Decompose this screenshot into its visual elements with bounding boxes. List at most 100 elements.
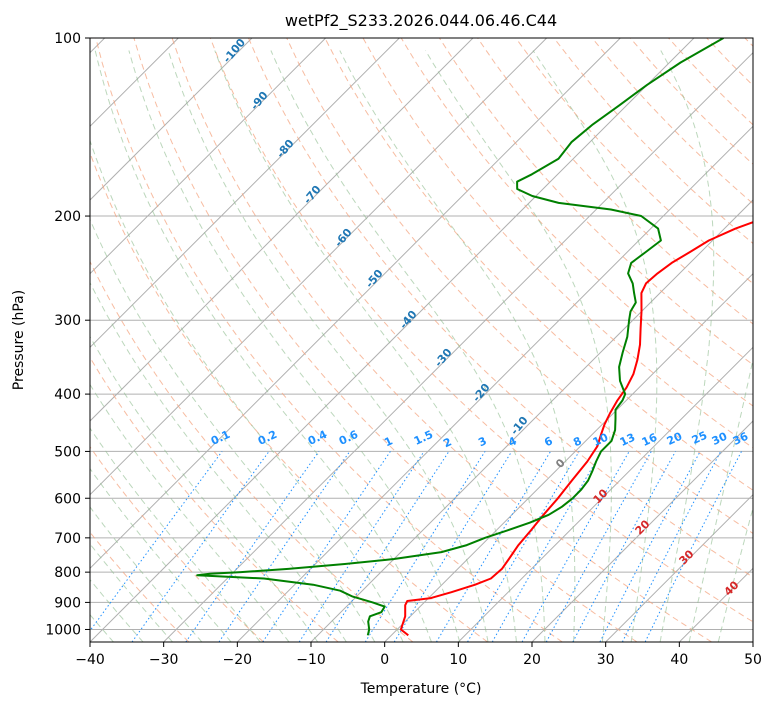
dry-adiabat-line — [171, 38, 712, 642]
mixing-ratio-label: 13 — [618, 431, 637, 449]
y-axis-label: Pressure (hPa) — [11, 290, 27, 390]
dry-adiabat-label: -20 — [470, 381, 493, 405]
background-grid — [90, 38, 753, 642]
x-axis-label: Temperature (°C) — [360, 681, 482, 697]
y-tick-label: 1000 — [45, 622, 81, 638]
dry-adiabat-line — [95, 38, 563, 642]
moist-adiabat-label: 0 — [553, 456, 568, 471]
dry-adiabat-label: -60 — [332, 226, 355, 250]
y-tick-label: 800 — [54, 565, 81, 581]
mixing-ratio-line — [545, 451, 652, 642]
x-tick-label: −10 — [296, 652, 326, 668]
y-tick-label: 500 — [54, 444, 81, 460]
mixing-ratio-line — [621, 451, 722, 642]
moist-adiabat-line — [167, 50, 489, 642]
mixing-ratio-label: 0.2 — [256, 428, 279, 448]
x-axis: −40 −30 −20 −10 0 10 20 30 40 50 — [75, 642, 762, 668]
y-tick-label: 400 — [54, 387, 81, 403]
dry-adiabat-line — [324, 38, 753, 491]
moist-adiabat-line — [90, 139, 404, 642]
mixing-ratio-label: 8 — [571, 434, 583, 449]
plot-frame — [89, 37, 754, 643]
isotherm-line — [90, 38, 621, 570]
isotherm-line — [163, 51, 753, 642]
mixing-ratio-label: 36 — [731, 430, 751, 448]
dry-adiabat-label: -10 — [508, 414, 531, 438]
isotherm-line — [90, 38, 548, 496]
dry-adiabat-line — [515, 38, 753, 285]
isotherm-line — [605, 493, 753, 642]
dry-adiabat-label: -50 — [363, 267, 386, 291]
mixing-ratio-line — [262, 451, 391, 642]
mixing-ratio-line — [599, 451, 701, 642]
moist-adiabat-label: 10 — [591, 486, 611, 506]
dry-adiabat-line — [744, 38, 753, 47]
y-axis: 100 200 300 400 500 600 700 800 900 1000 — [45, 31, 90, 638]
x-tick-label: 40 — [670, 652, 688, 668]
isotherm-line — [678, 567, 753, 642]
moist-adiabat-line — [688, 356, 753, 642]
moist-adiabat-label: 40 — [722, 578, 742, 598]
mixing-ratio-label: 30 — [710, 430, 730, 448]
mixing-ratio-label: 25 — [690, 429, 709, 447]
mixing-ratio-line — [218, 451, 351, 642]
moist-adiabat-line — [270, 50, 546, 642]
x-tick-label: −40 — [75, 652, 105, 668]
mixing-ratio-label: 1 — [382, 434, 394, 449]
mixing-ratio-line — [393, 451, 513, 642]
dry-adiabat-label: -100 — [220, 36, 248, 66]
dry-adiabat-label: -30 — [432, 346, 455, 370]
line-labels: -100-90-80-70-60-50-40-30-20-100.1 0.2 0.4… — [209, 36, 751, 599]
mixing-ratio-line — [572, 451, 676, 642]
moist-adiabat-label: 30 — [677, 547, 697, 567]
moist-adiabat-line — [90, 467, 232, 642]
mixing-ratio-line — [644, 451, 742, 642]
dry-adiabat-line — [133, 38, 638, 642]
dry-adiabat-line — [90, 531, 190, 642]
isotherm-line — [310, 199, 753, 642]
isotherm-line — [90, 38, 400, 349]
dry-adiabat-line — [90, 445, 264, 642]
dry-adiabat-line — [90, 356, 339, 642]
moist-adiabat-line — [90, 281, 347, 642]
moist-adiabat-line — [90, 335, 319, 642]
isotherm-line — [531, 420, 753, 642]
moist-adiabat-line — [90, 427, 261, 642]
dry-adiabat-line — [209, 38, 753, 623]
dry-adiabat-label: -70 — [301, 183, 324, 207]
dry-adiabat-label: -80 — [274, 137, 297, 161]
x-tick-label: −30 — [149, 652, 179, 668]
y-tick-label: 200 — [54, 209, 81, 225]
dry-adiabat-line — [90, 260, 414, 642]
mixing-ratio-line — [521, 451, 630, 642]
dry-adiabat-line — [286, 38, 753, 535]
isotherm-line — [457, 346, 753, 642]
x-tick-label: 10 — [449, 652, 467, 668]
moist-adiabat-line — [339, 50, 576, 642]
moist-adiabat-line — [94, 50, 432, 642]
isotherm-line — [90, 38, 253, 201]
y-tick-label: 700 — [54, 531, 81, 547]
series-layer — [196, 38, 753, 637]
mixing-ratio-label: 10 — [591, 431, 611, 449]
x-tick-label: 0 — [380, 652, 389, 668]
chart-title: wetPf2_S233.2026.044.06.46.C44 — [285, 11, 557, 31]
x-tick-label: 50 — [744, 652, 762, 668]
isotherm-line — [236, 125, 753, 642]
isotherm-line — [90, 38, 327, 275]
x-tick-label: 30 — [597, 652, 615, 668]
mixing-ratio-line — [364, 451, 486, 642]
mixing-ratio-label: 0.4 — [306, 428, 329, 448]
y-tick-label: 300 — [54, 313, 81, 329]
moist-adiabat-label: 20 — [633, 517, 653, 537]
mixing-ratio-line — [185, 451, 320, 642]
moist-adiabat-line — [717, 506, 753, 642]
mixing-ratio-label: 3 — [476, 434, 488, 449]
isotherm-line — [90, 38, 695, 642]
moist-adiabat-line — [532, 50, 658, 642]
moist-adiabat-line — [90, 383, 290, 642]
dry-adiabat-label: -90 — [248, 89, 271, 113]
isotherm-line — [752, 641, 753, 642]
moist-adiabat-line — [425, 50, 612, 642]
